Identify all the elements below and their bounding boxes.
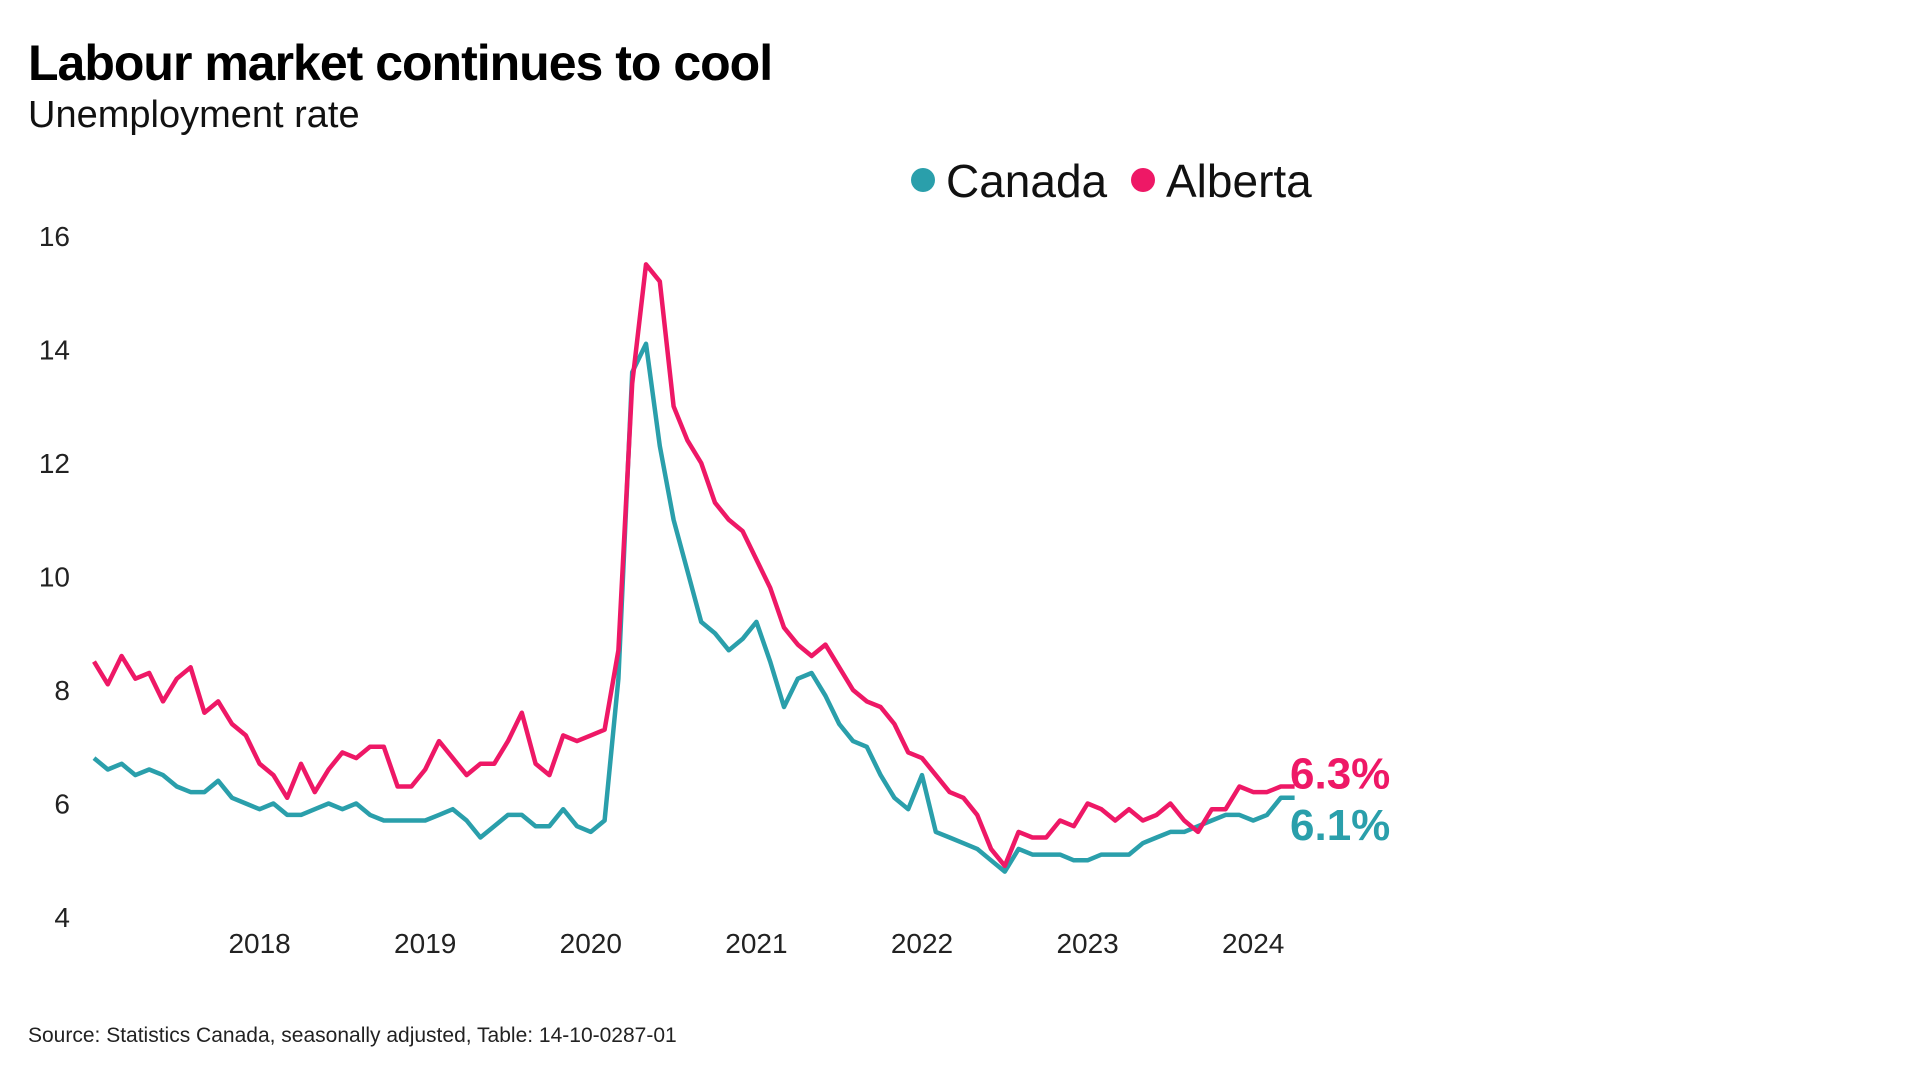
x-tick-label: 2019 — [394, 928, 456, 959]
x-tick-label: 2023 — [1056, 928, 1118, 959]
series-lines — [92, 262, 1295, 874]
x-tick-label: 2020 — [560, 928, 622, 959]
series-line-alberta — [92, 262, 1295, 869]
y-tick-label: 6 — [54, 789, 70, 820]
series-line-canada — [92, 341, 1295, 874]
legend: Canada Alberta — [911, 155, 1312, 207]
end-label-canada: 6.1% — [1290, 801, 1390, 850]
y-tick-label: 8 — [54, 675, 70, 706]
source-note: Source: Statistics Canada, seasonally ad… — [28, 1024, 677, 1047]
chart-subtitle: Unemployment rate — [28, 94, 360, 136]
legend-label-canada: Canada — [946, 155, 1108, 207]
chart-title: Labour market continues to cool — [28, 35, 773, 91]
x-tick-label: 2021 — [725, 928, 787, 959]
legend-label-alberta: Alberta — [1166, 155, 1312, 207]
y-tick-label: 14 — [39, 335, 70, 366]
y-tick-label: 4 — [54, 902, 70, 933]
y-tick-label: 16 — [39, 221, 70, 252]
end-labels: 6.1%6.3% — [1290, 749, 1390, 849]
y-axis: 4 6 8 10 12 14 16 — [39, 221, 70, 933]
y-tick-label: 12 — [39, 448, 70, 479]
end-label-alberta: 6.3% — [1290, 749, 1390, 798]
legend-marker-canada — [911, 168, 935, 192]
x-axis: 2018 2019 2020 2021 2022 2023 2024 — [228, 928, 1284, 959]
x-tick-label: 2018 — [228, 928, 290, 959]
x-tick-label: 2024 — [1222, 928, 1284, 959]
y-tick-label: 10 — [39, 562, 70, 593]
x-tick-label: 2022 — [891, 928, 953, 959]
legend-marker-alberta — [1131, 168, 1155, 192]
